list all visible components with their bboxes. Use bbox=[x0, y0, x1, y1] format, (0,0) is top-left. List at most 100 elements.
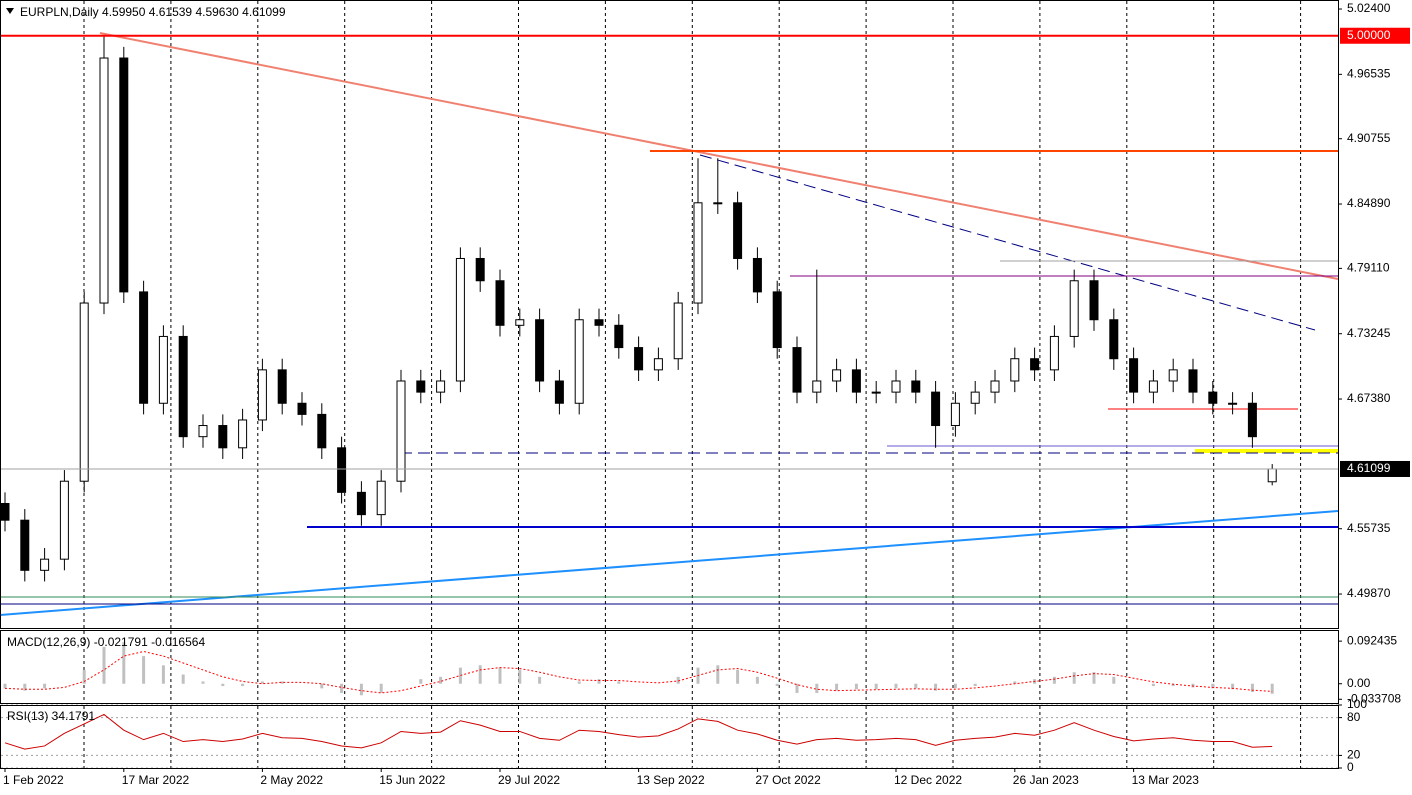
x-tick-label: 29 Jul 2022 bbox=[498, 773, 560, 787]
candle-body bbox=[911, 380, 921, 393]
macd-title: MACD(12,26,9) -0.021791 -0.016564 bbox=[7, 635, 205, 649]
candle-body bbox=[1109, 319, 1119, 360]
candle-body bbox=[475, 257, 485, 282]
candle-body bbox=[1129, 358, 1139, 393]
candle-body bbox=[970, 391, 980, 404]
candle-body bbox=[634, 347, 644, 371]
y-tick-label: 0.00 bbox=[1347, 676, 1371, 690]
x-tick-label: 13 Sep 2022 bbox=[637, 773, 705, 787]
candle-body bbox=[851, 369, 861, 393]
y-tick-label: 5.02400 bbox=[1347, 1, 1391, 15]
y-tick-label: 4.73245 bbox=[1347, 326, 1391, 340]
candle-body bbox=[1208, 391, 1218, 404]
y-tick-label: 0 bbox=[1347, 760, 1354, 774]
candle-body bbox=[198, 425, 208, 438]
candle-body bbox=[1148, 380, 1158, 393]
candle-body bbox=[673, 302, 683, 360]
price-label-box bbox=[1340, 460, 1410, 477]
x-tick-label: 27 Oct 2022 bbox=[755, 773, 821, 787]
candle-body bbox=[1247, 402, 1257, 438]
candle-body bbox=[990, 380, 1000, 393]
candle-body bbox=[871, 391, 881, 394]
candle-body bbox=[495, 280, 505, 326]
candle-body bbox=[594, 319, 604, 326]
candle-body bbox=[931, 391, 941, 427]
candle-body bbox=[1267, 468, 1277, 483]
candle-body bbox=[535, 319, 545, 382]
candle-body bbox=[455, 257, 465, 382]
candle-body bbox=[653, 358, 663, 371]
macd-pane bbox=[0, 630, 1339, 704]
chart-title: EURPLN,Daily 4.59950 4.61539 4.59630 4.6… bbox=[20, 5, 286, 19]
rsi-pane bbox=[0, 705, 1339, 769]
y-tick-label: 4.84890 bbox=[1347, 196, 1391, 210]
candle-body bbox=[59, 480, 69, 560]
candle-body bbox=[436, 380, 446, 393]
vertical-grid bbox=[83, 1, 1302, 768]
candle-body bbox=[812, 380, 822, 393]
candle-body bbox=[554, 380, 564, 404]
x-tick-label: 12 Dec 2022 bbox=[894, 773, 962, 787]
candle-body bbox=[396, 380, 406, 482]
candle-body bbox=[139, 291, 149, 404]
candle-body bbox=[891, 380, 901, 393]
candle-body bbox=[1010, 358, 1020, 382]
candle-body bbox=[119, 57, 129, 293]
y-tick-label: 100 bbox=[1347, 697, 1367, 711]
y-tick-label: 20 bbox=[1347, 748, 1361, 762]
candle-body bbox=[238, 419, 248, 449]
candle-body bbox=[1069, 280, 1079, 337]
candle-body bbox=[158, 335, 168, 404]
y-tick-label: 4.90755 bbox=[1347, 131, 1391, 145]
candle-body bbox=[1228, 402, 1238, 405]
y-tick-label: -0.033708 bbox=[1347, 691, 1401, 705]
candle-body bbox=[693, 202, 703, 304]
candle-body bbox=[297, 402, 307, 415]
y-tick-label: 0.092435 bbox=[1347, 633, 1397, 647]
candle-body bbox=[20, 519, 30, 571]
macd-signal bbox=[4, 650, 1273, 694]
candle-body bbox=[1168, 369, 1178, 382]
candle-body bbox=[257, 369, 267, 421]
candle-body bbox=[1188, 369, 1198, 393]
x-tick-label: 17 Mar 2022 bbox=[122, 773, 190, 787]
candle-body bbox=[1089, 280, 1099, 321]
rsi-title: RSI(13) 34.1791 bbox=[7, 709, 95, 723]
price-label: 5.00000 bbox=[1347, 28, 1391, 42]
candle-body bbox=[376, 480, 386, 516]
y-tick-label: 4.96535 bbox=[1347, 67, 1391, 81]
x-tick-label: 1 Feb 2022 bbox=[3, 773, 64, 787]
candle-body bbox=[772, 291, 782, 349]
candle-body bbox=[0, 502, 10, 521]
menu-arrow[interactable] bbox=[6, 8, 14, 14]
candle-body bbox=[614, 324, 624, 349]
candle-body bbox=[178, 335, 188, 438]
candle-body bbox=[792, 347, 802, 393]
y-tick-label: 4.55735 bbox=[1347, 521, 1391, 535]
trend-line bbox=[0, 510, 1339, 616]
y-tick-label: 4.49870 bbox=[1347, 586, 1391, 600]
x-tick-label: 2 May 2022 bbox=[260, 773, 323, 787]
candle-body bbox=[40, 558, 50, 571]
trend-line bbox=[99, 32, 1339, 280]
y-tick-label: 4.79110 bbox=[1347, 261, 1390, 275]
drawings bbox=[0, 32, 1339, 616]
y-tick-label: 80 bbox=[1347, 710, 1361, 724]
candle-body bbox=[515, 319, 525, 326]
candle-body bbox=[337, 447, 347, 493]
candle-body bbox=[950, 402, 960, 427]
x-tick-label: 15 Jun 2022 bbox=[379, 773, 445, 787]
main-pane bbox=[0, 0, 1339, 629]
candle-body bbox=[79, 302, 89, 482]
x-tick-label: 13 Mar 2023 bbox=[1132, 773, 1200, 787]
candle-body bbox=[416, 380, 426, 393]
candle-body bbox=[574, 319, 584, 404]
x-tick-label: 26 Jan 2023 bbox=[1013, 773, 1079, 787]
candle-body bbox=[317, 413, 327, 449]
rsi-line bbox=[4, 713, 1273, 750]
price-label: 4.61099 bbox=[1347, 461, 1391, 475]
candle-body bbox=[218, 425, 228, 449]
